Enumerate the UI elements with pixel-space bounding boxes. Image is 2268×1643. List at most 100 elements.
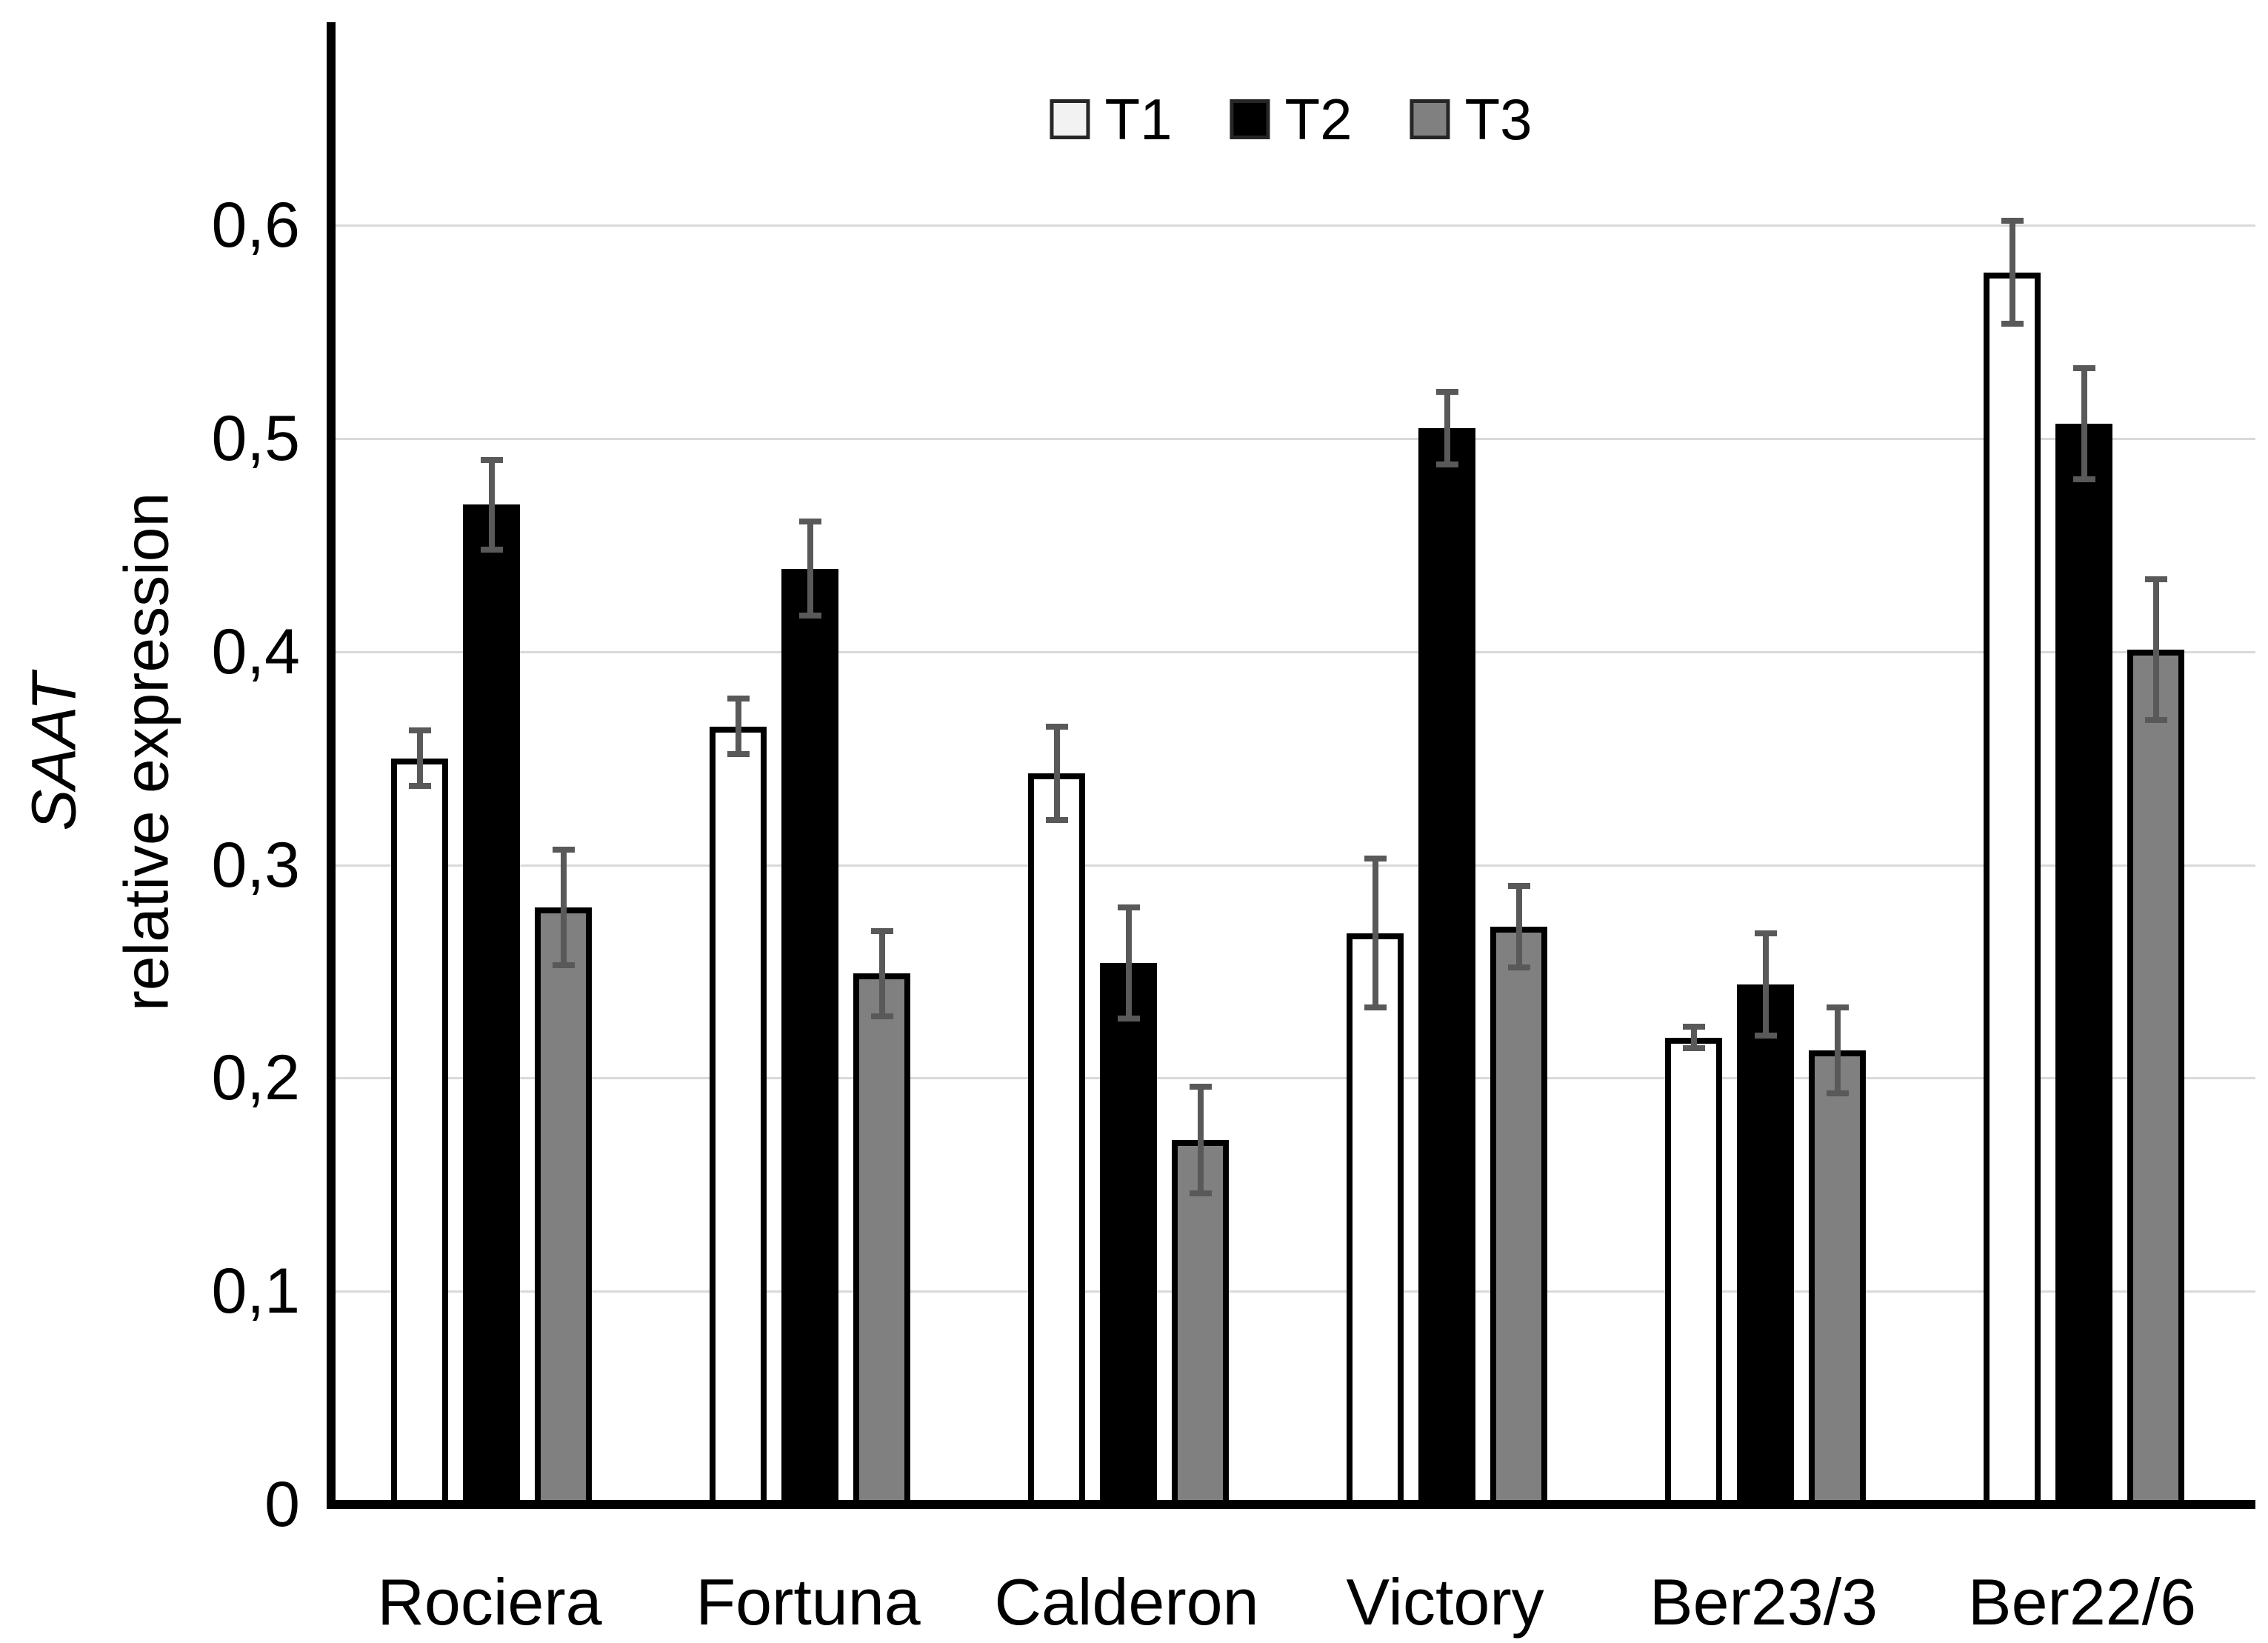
legend: T1 T2 T3 <box>1050 87 1532 152</box>
error-bar-cap-bottom <box>1364 1004 1387 1011</box>
error-bar-cap-top <box>1682 1024 1705 1030</box>
error-bar <box>878 930 885 1016</box>
bar-t3-1 <box>853 973 910 1504</box>
error-bar-cap-bottom <box>2144 716 2167 723</box>
error-bar-cap-bottom <box>480 546 503 553</box>
error-bar-cap-bottom <box>408 783 431 790</box>
bar-t2-3 <box>1418 427 1475 1504</box>
bar-t2-1 <box>781 568 838 1504</box>
y-tick-label: 0,1 <box>211 1256 300 1327</box>
error-bar-cap-top <box>1189 1083 1212 1090</box>
y-axis-line <box>327 22 336 1509</box>
error-bar-cap-bottom <box>1507 964 1530 970</box>
legend-label: T2 <box>1284 87 1353 152</box>
error-bar-cap-top <box>727 696 750 702</box>
error-bar <box>807 521 813 616</box>
error-bar-cap-bottom <box>1189 1190 1212 1196</box>
bar-t1-0 <box>391 758 448 1504</box>
gridline <box>327 224 2255 227</box>
bar-t2-5 <box>2055 423 2112 1504</box>
error-bar <box>2081 368 2087 479</box>
y-tick-label: 0 <box>264 1469 300 1540</box>
y-axis-title: relative expression <box>111 492 181 1012</box>
gridline <box>327 438 2255 440</box>
y-tick-label: 0,5 <box>211 403 300 474</box>
error-bar <box>560 850 567 965</box>
x-axis-line <box>327 1500 2255 1509</box>
legend-item-t2: T2 <box>1230 87 1353 152</box>
error-bar <box>1197 1086 1204 1193</box>
legend-swatch-t3 <box>1410 99 1450 139</box>
bar-t2-0 <box>463 504 520 1504</box>
error-bar-cap-top <box>1754 930 1777 936</box>
bar-t1-3 <box>1347 933 1404 1504</box>
error-bar <box>1444 391 1450 464</box>
error-bar-cap-bottom <box>552 962 575 968</box>
y-tick-label: 0,4 <box>211 616 300 687</box>
bar-t3-0 <box>535 907 592 1504</box>
error-bar <box>2152 579 2159 720</box>
legend-swatch-t1 <box>1050 99 1090 139</box>
error-bar-cap-top <box>1826 1004 1849 1011</box>
error-bar-cap-top <box>408 727 431 734</box>
category-label-0: Rociera <box>377 1565 602 1639</box>
legend-item-t3: T3 <box>1410 87 1532 152</box>
category-label-3: Victory <box>1346 1565 1544 1639</box>
error-bar-cap-bottom <box>1754 1032 1777 1039</box>
error-bar-cap-top <box>480 456 503 463</box>
error-bar-cap-top <box>1045 723 1068 730</box>
bar-t1-2 <box>1028 773 1085 1504</box>
category-label-1: Fortuna <box>696 1565 921 1639</box>
error-bar-cap-top <box>1117 904 1140 911</box>
error-bar-cap-bottom <box>1682 1045 1705 1052</box>
bar-t1-4 <box>1665 1037 1722 1504</box>
error-bar-cap-bottom <box>1117 1015 1140 1022</box>
error-bar <box>1834 1007 1841 1093</box>
error-bar-cap-top <box>1364 855 1387 862</box>
gridline <box>327 864 2255 867</box>
bar-t3-4 <box>1809 1050 1866 1504</box>
bar-t3-5 <box>2127 649 2184 1504</box>
error-bar-cap-bottom <box>870 1013 893 1019</box>
error-bar <box>1515 886 1522 967</box>
bar-t3-3 <box>1490 927 1547 1504</box>
error-bar <box>2009 221 2015 324</box>
legend-item-t1: T1 <box>1050 90 1172 148</box>
error-bar <box>1125 907 1132 1019</box>
y-tick-label: 0,6 <box>211 190 300 261</box>
category-label-5: Ber22/6 <box>1967 1565 2197 1639</box>
error-bar <box>735 699 741 754</box>
error-bar-cap-bottom <box>727 750 750 757</box>
error-bar-cap-bottom <box>2001 320 2024 327</box>
error-bar-cap-bottom <box>2072 476 2095 482</box>
bar-t3-2 <box>1172 1139 1229 1504</box>
bar-t1-1 <box>710 726 767 1504</box>
error-bar-cap-top <box>1507 883 1530 890</box>
y-tick-label: 0,2 <box>211 1042 300 1114</box>
category-label-4: Ber23/3 <box>1649 1565 1878 1639</box>
error-bar <box>1053 726 1060 821</box>
error-bar <box>1372 858 1378 1008</box>
error-bar-cap-top <box>1435 388 1458 395</box>
error-bar-cap-bottom <box>798 612 821 619</box>
legend-swatch-t2 <box>1230 99 1270 139</box>
error-bar-cap-bottom <box>1826 1090 1849 1096</box>
y-tick-label: 0,3 <box>211 829 300 901</box>
legend-label: T3 <box>1464 87 1532 152</box>
error-bar-cap-top <box>2001 218 2024 224</box>
error-bar-cap-top <box>798 519 821 525</box>
error-bar <box>416 730 423 787</box>
gridline <box>327 1290 2255 1293</box>
y-axis-title-gene: SAAT <box>19 673 89 831</box>
bar-t1-5 <box>1984 272 2041 1504</box>
error-bar-cap-bottom <box>1435 461 1458 467</box>
error-bar <box>1690 1027 1697 1049</box>
error-bar-cap-top <box>870 927 893 934</box>
gridline <box>327 1077 2255 1080</box>
error-bar <box>1762 933 1769 1036</box>
category-label-2: Calderon <box>994 1565 1259 1639</box>
error-bar-cap-top <box>2144 576 2167 582</box>
error-bar-cap-top <box>2072 365 2095 372</box>
bar-t2-4 <box>1737 984 1794 1504</box>
